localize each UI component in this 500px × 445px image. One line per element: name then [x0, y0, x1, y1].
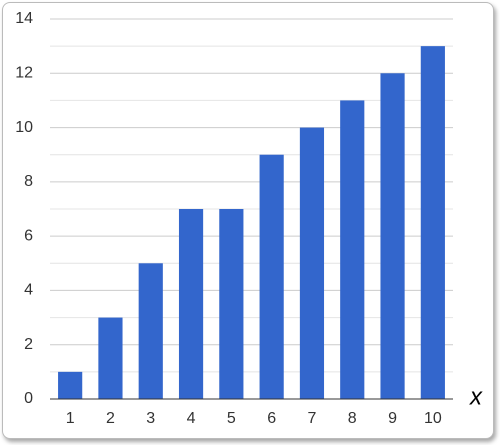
x-tick-label: 1	[66, 410, 75, 427]
bar	[259, 154, 284, 399]
bar	[420, 46, 445, 400]
x-tick-label: 7	[307, 410, 316, 427]
bar	[340, 100, 365, 399]
x-tick-label: 4	[187, 410, 196, 427]
x-tick-label: 10	[424, 410, 442, 427]
x-tick-label: 5	[227, 410, 236, 427]
bar	[219, 209, 244, 399]
bar	[380, 73, 405, 400]
x-axis-label: x	[469, 383, 483, 410]
bar	[98, 317, 123, 399]
y-tick-label: 6	[24, 227, 33, 244]
y-tick-label: 8	[24, 173, 33, 190]
y-tick-label: 10	[15, 119, 33, 136]
x-tick-label: 8	[348, 410, 357, 427]
x-tick-label: 2	[106, 410, 115, 427]
y-tick-label: 0	[24, 390, 33, 407]
x-tick-label: 9	[388, 410, 397, 427]
y-tick-label: 4	[24, 282, 33, 299]
bar	[58, 371, 83, 399]
y-tick-label: 12	[15, 65, 33, 82]
bar	[299, 127, 325, 400]
bar	[178, 209, 204, 399]
bar	[138, 263, 163, 399]
chart-frame	[2, 2, 494, 439]
y-tick-label: 2	[24, 336, 33, 353]
x-tick-label: 3	[146, 410, 155, 427]
y-tick-label: 14	[15, 10, 33, 27]
x-tick-label: 6	[267, 410, 276, 427]
